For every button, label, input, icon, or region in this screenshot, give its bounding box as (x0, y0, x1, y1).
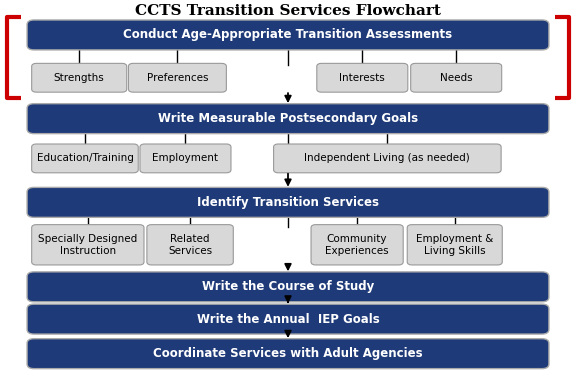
FancyBboxPatch shape (128, 63, 226, 92)
Text: Employment &
Living Skills: Employment & Living Skills (416, 234, 494, 256)
FancyBboxPatch shape (27, 20, 549, 50)
Text: Conduct Age-Appropriate Transition Assessments: Conduct Age-Appropriate Transition Asses… (123, 28, 453, 41)
Text: Independent Living (as needed): Independent Living (as needed) (305, 153, 470, 164)
FancyBboxPatch shape (27, 339, 549, 369)
FancyBboxPatch shape (147, 225, 233, 265)
Text: Write the Course of Study: Write the Course of Study (202, 280, 374, 293)
FancyBboxPatch shape (27, 187, 549, 217)
Text: Coordinate Services with Adult Agencies: Coordinate Services with Adult Agencies (153, 347, 423, 360)
FancyBboxPatch shape (27, 104, 549, 134)
Text: Identify Transition Services: Identify Transition Services (197, 196, 379, 209)
FancyBboxPatch shape (32, 63, 127, 92)
Text: Preferences: Preferences (147, 73, 208, 83)
FancyBboxPatch shape (32, 144, 138, 173)
Text: Strengths: Strengths (54, 73, 105, 83)
Text: Education/Training: Education/Training (36, 153, 134, 164)
Text: Employment: Employment (153, 153, 218, 164)
FancyBboxPatch shape (32, 225, 144, 265)
FancyBboxPatch shape (317, 63, 408, 92)
FancyBboxPatch shape (27, 272, 549, 302)
FancyBboxPatch shape (407, 225, 502, 265)
FancyBboxPatch shape (274, 144, 501, 173)
FancyBboxPatch shape (140, 144, 231, 173)
FancyBboxPatch shape (27, 304, 549, 334)
FancyBboxPatch shape (411, 63, 502, 92)
Text: Needs: Needs (440, 73, 472, 83)
Text: Write the Annual  IEP Goals: Write the Annual IEP Goals (196, 313, 380, 326)
Text: Interests: Interests (339, 73, 385, 83)
FancyBboxPatch shape (311, 225, 403, 265)
Text: CCTS Transition Services Flowchart: CCTS Transition Services Flowchart (135, 4, 441, 18)
Text: Specially Designed
Instruction: Specially Designed Instruction (38, 234, 138, 256)
Text: Write Measurable Postsecondary Goals: Write Measurable Postsecondary Goals (158, 112, 418, 125)
Text: Related
Services: Related Services (168, 234, 212, 256)
Text: Community
Experiences: Community Experiences (325, 234, 389, 256)
